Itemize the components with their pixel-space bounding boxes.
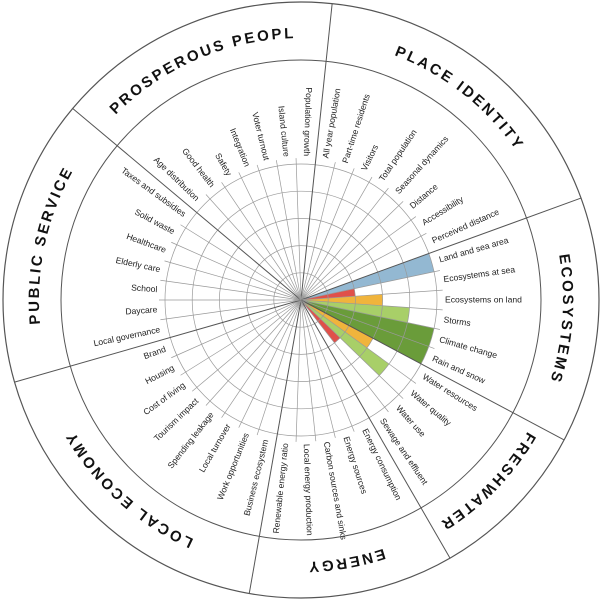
value-wedge	[301, 300, 435, 347]
item-label: Daycare	[125, 304, 158, 316]
spoke	[205, 194, 302, 301]
item-label: Elderly care	[115, 255, 162, 274]
value-wedge	[301, 300, 341, 343]
item-label: Housing	[143, 362, 176, 386]
sector-divider	[300, 197, 582, 301]
value-wedge	[301, 300, 374, 348]
spoke	[221, 299, 302, 418]
spoke	[300, 289, 443, 301]
spoke	[180, 224, 302, 301]
sector-title: FRESHWATER	[436, 429, 538, 534]
spoke	[238, 172, 302, 301]
spoke	[300, 299, 404, 399]
spoke	[300, 162, 336, 301]
item-label: Climate change	[438, 334, 498, 360]
item-label: Business ecosystem	[242, 438, 271, 516]
spoke	[300, 299, 355, 432]
item-label: Voter turnout	[250, 111, 272, 162]
item-label: All year population	[320, 87, 342, 159]
spoke	[256, 164, 302, 301]
label-ring	[60, 59, 542, 541]
spoke	[300, 216, 417, 301]
spoke	[191, 299, 302, 392]
spoke	[164, 260, 302, 301]
spoke	[300, 299, 317, 442]
spoke	[205, 299, 302, 406]
item-label: Ecosystems on land	[445, 294, 522, 304]
spoke	[295, 158, 302, 301]
spoke	[295, 299, 302, 442]
item-label: Safety	[213, 151, 234, 178]
spoke	[300, 299, 336, 438]
item-label: Healthcare	[125, 231, 168, 255]
item-label: School	[131, 282, 158, 294]
sector-title-path: LOCAL ECONOMY	[62, 428, 193, 551]
sector-divider	[300, 3, 333, 301]
sector-divider	[72, 108, 302, 301]
spoke	[300, 299, 443, 311]
spoke	[160, 299, 302, 321]
item-label: Local energy production	[302, 444, 315, 536]
spoke	[300, 299, 389, 413]
sector-title-path: PROSPEROUS PEOPLE	[0, 0, 294, 118]
sector-title-path: PUBLIC SERVICE	[26, 163, 75, 325]
item-label: Storms	[443, 314, 471, 328]
item-label: Distance	[408, 181, 440, 210]
sector-title-path: FRESHWATER	[436, 429, 536, 534]
spoke	[275, 160, 302, 301]
sector-divider	[300, 299, 565, 441]
sector-divider	[14, 299, 302, 383]
spoke	[238, 299, 302, 428]
value-wedge	[301, 294, 383, 306]
sector-title: PUBLIC SERVICE	[26, 163, 77, 325]
item-label: Brand	[142, 344, 167, 361]
spoke	[180, 299, 302, 376]
spoke	[300, 201, 404, 301]
sector-title: ENERGY	[306, 545, 387, 575]
item-label: Water use	[394, 403, 428, 439]
spoke	[300, 299, 417, 384]
item-label: Solid waste	[133, 207, 177, 237]
item-label: Energy sources	[341, 435, 369, 495]
item-label: Ecosystems at sea	[443, 264, 516, 284]
item-label: Carbon sources and sinks	[322, 441, 349, 541]
value-wedge	[301, 300, 390, 376]
spoke	[300, 270, 440, 301]
spoke	[171, 241, 302, 301]
sector-title-path: ENERGY	[306, 545, 385, 575]
sector-title-path: ECOSYSTEMS	[546, 253, 574, 386]
item-label: Local governance	[93, 324, 162, 348]
spoke	[221, 182, 302, 301]
sector-title: LOCAL ECONOMY	[62, 428, 196, 551]
sector-divider	[248, 299, 302, 594]
item-label: Integration	[228, 127, 253, 169]
spoke	[171, 299, 302, 359]
value-wedge	[301, 300, 429, 364]
spoke	[256, 299, 302, 436]
spoke	[300, 233, 427, 301]
item-label: Population growth	[302, 87, 314, 156]
item-label: Visitors	[359, 143, 380, 173]
item-label: Land and sea area	[438, 235, 510, 264]
spoke	[300, 168, 355, 301]
spoke	[160, 279, 302, 301]
sector-title: PROSPEROUS PEOPLE	[0, 0, 296, 118]
sector-divider	[300, 299, 451, 559]
spoke	[300, 299, 435, 349]
item-label: Island culture	[276, 105, 291, 157]
spoke	[300, 187, 389, 301]
spoke	[300, 299, 440, 330]
spoke	[300, 176, 373, 301]
sector-title: ECOSYSTEMS	[546, 253, 576, 386]
